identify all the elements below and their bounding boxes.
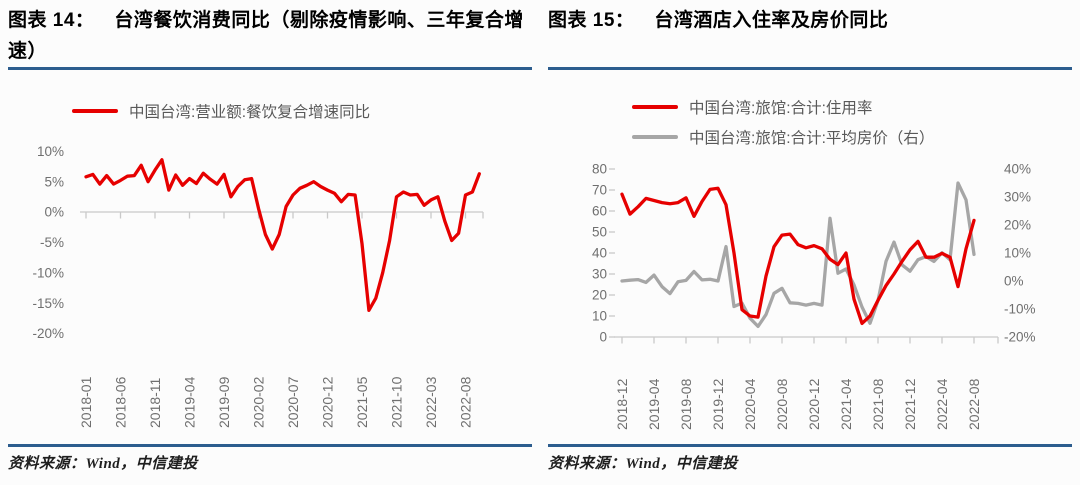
- right-y-axis-label: 30%: [1004, 190, 1031, 205]
- left-y-axis-label: 50: [592, 225, 607, 240]
- left-y-axis-label: 70: [592, 183, 607, 198]
- legend-label-restaurant-yoy: 中国台湾:营业额:餐饮复合增速同比: [129, 104, 371, 121]
- right-y-axis-label: -10%: [1004, 302, 1036, 317]
- left-y-axis-label: 10: [592, 309, 607, 324]
- figure-14-title-text: 台湾餐饮消费同比（剔除疫情影响、三年复合增速）: [8, 10, 524, 62]
- x-axis-label: 2022-03: [423, 376, 439, 428]
- x-axis-label: 2020-07: [285, 376, 301, 428]
- x-axis-label: 2021-08: [870, 378, 886, 430]
- x-axis-label: 2018-12: [614, 378, 630, 430]
- x-axis-label: 2022-04: [934, 378, 950, 430]
- figure-15-legend-occupancy: 中国台湾:旅馆:合计:住用率: [632, 96, 872, 118]
- x-axis-label: 2022-08: [458, 376, 474, 428]
- restaurant-yoy-line: [84, 158, 481, 312]
- x-axis-label: 2018-11: [147, 377, 163, 428]
- left-y-axis-label: 0: [599, 330, 607, 345]
- left-y-axis-label: 60: [592, 204, 607, 219]
- x-axis-label: 2020-02: [251, 376, 267, 428]
- adr-yoy-line: [620, 181, 976, 329]
- legend-swatch-occupancy: [632, 105, 678, 109]
- right-y-axis-label: 40%: [1004, 162, 1031, 177]
- figure-14-label: 图表 14：: [8, 10, 95, 31]
- y-axis-label: -5%: [40, 235, 64, 250]
- x-axis-label: 2019-04: [182, 376, 198, 428]
- legend-swatch-adr: [632, 135, 678, 139]
- x-axis-label: 2019-04: [646, 378, 662, 430]
- figure-14-title: 图表 14： 台湾餐饮消费同比（剔除疫情影响、三年复合增速）: [8, 5, 532, 67]
- x-axis-label: 2019-08: [678, 378, 694, 430]
- restaurant-yoy-chart: 10% 5% 0% -5% -10% -15% -20% 2018-01 2018-06 2018…: [32, 144, 484, 428]
- figure-14-source: 资料来源：Wind，中信建投: [8, 456, 198, 472]
- x-axis-label: 2021-05: [354, 376, 370, 428]
- x-axis-label: 2020-08: [774, 378, 790, 430]
- hotel-occupancy-adr-chart: 80 70 60 50 40 30 20 10 0 40% 30% 20% 10% 0% -10% -20% 2…: [592, 162, 1036, 430]
- x-axis-label: 2018-06: [113, 376, 129, 428]
- occupancy-line: [620, 186, 976, 326]
- figure-15-panel: 图表 15： 台湾酒店入住率及房价同比 中国台湾:旅馆:合计:住用率 中国台湾:旅…: [540, 0, 1080, 485]
- figure-15-legend-adr: 中国台湾:旅馆:合计:平均房价（右）: [632, 126, 934, 148]
- y-axis-label: 10%: [37, 144, 64, 159]
- left-y-axis-label: 20: [592, 288, 607, 303]
- y-axis-label: 5%: [44, 174, 64, 189]
- right-y-axis-label: 0%: [1004, 274, 1024, 289]
- y-axis-label: -20%: [32, 326, 64, 341]
- x-axis-label: 2022-08: [966, 378, 982, 430]
- y-axis-label: -15%: [32, 296, 64, 311]
- x-axis-label: 2020-04: [742, 378, 758, 430]
- figure-15-title-text: 台湾酒店入住率及房价同比: [654, 10, 889, 31]
- y-axis-label: -10%: [32, 265, 64, 280]
- figure-15-title: 图表 15： 台湾酒店入住率及房价同比: [548, 5, 1072, 36]
- source-divider: [548, 444, 1072, 447]
- figure-15-source: 资料来源：Wind，中信建投: [548, 456, 738, 472]
- x-axis-label: 2019-12: [710, 378, 726, 430]
- x-axis-label: 2020-12: [320, 376, 336, 428]
- legend-swatch-restaurant-yoy: [72, 109, 118, 113]
- left-y-axis-label: 30: [592, 267, 607, 282]
- figure-15-label: 图表 15：: [548, 10, 635, 31]
- title-divider: [548, 67, 1072, 70]
- x-axis-label: 2021-04: [838, 378, 854, 430]
- title-divider: [8, 67, 532, 70]
- x-axis-label: 2019-09: [216, 376, 232, 428]
- right-y-axis-label: 20%: [1004, 218, 1031, 233]
- y-axis-label: 0%: [44, 205, 64, 220]
- x-axis-label: 2018-01: [78, 376, 94, 428]
- figure-14-legend: 中国台湾:营业额:餐饮复合增速同比: [72, 100, 370, 122]
- source-divider: [8, 444, 532, 447]
- left-y-axis-label: 40: [592, 246, 607, 261]
- right-y-axis-label: -20%: [1004, 330, 1036, 345]
- left-y-axis-label: 80: [592, 162, 607, 177]
- legend-label-adr: 中国台湾:旅馆:合计:平均房价（右）: [689, 130, 935, 147]
- x-axis-label: 2020-12: [806, 378, 822, 430]
- right-y-axis-label: 10%: [1004, 246, 1031, 261]
- legend-label-occupancy: 中国台湾:旅馆:合计:住用率: [689, 100, 873, 117]
- x-axis-label: 2021-12: [902, 378, 918, 430]
- x-axis-label: 2021-10: [389, 376, 405, 428]
- figure-14-panel: 图表 14： 台湾餐饮消费同比（剔除疫情影响、三年复合增速） 中国台湾:营业额:餐…: [8, 5, 532, 472]
